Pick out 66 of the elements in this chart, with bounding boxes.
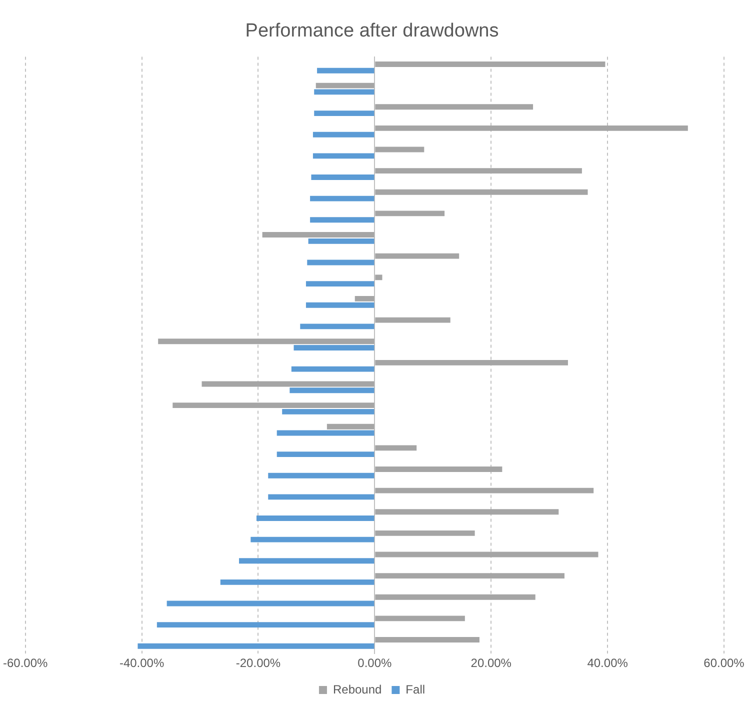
bar xyxy=(158,338,374,344)
bar xyxy=(156,622,374,628)
bar xyxy=(375,488,594,494)
bar xyxy=(291,366,374,372)
bar xyxy=(308,238,374,244)
bar xyxy=(375,637,480,642)
bar xyxy=(250,536,374,542)
x-tick-label: 60.00% xyxy=(704,656,745,670)
legend-label: Rebound xyxy=(332,682,382,696)
bar xyxy=(256,516,374,521)
bar xyxy=(310,217,374,223)
bar xyxy=(375,168,582,174)
bar xyxy=(166,600,374,606)
x-tick-label: -60.00% xyxy=(2,656,48,670)
bar xyxy=(314,89,374,95)
bar xyxy=(290,388,374,394)
bar xyxy=(268,494,374,500)
x-tick-label: 20.00% xyxy=(470,656,512,670)
legend-label: Fall xyxy=(406,682,426,696)
bar xyxy=(312,132,374,138)
bar xyxy=(375,552,598,558)
bar xyxy=(306,281,374,287)
bar xyxy=(239,558,374,564)
bar xyxy=(375,253,460,259)
bar xyxy=(282,408,374,414)
bar xyxy=(262,232,374,238)
bar xyxy=(316,82,374,88)
bar xyxy=(138,643,374,649)
bar xyxy=(307,260,374,266)
bar xyxy=(375,509,559,515)
bar xyxy=(314,110,374,116)
bar xyxy=(375,573,564,579)
bar xyxy=(375,616,465,622)
bar xyxy=(375,189,588,195)
x-tick-label: -20.00% xyxy=(236,656,281,670)
bar xyxy=(276,452,374,458)
bar xyxy=(375,146,424,152)
bar xyxy=(172,402,374,408)
bar xyxy=(375,445,417,451)
x-tick-label: -40.00% xyxy=(119,656,164,670)
bar xyxy=(354,296,374,302)
bar xyxy=(306,302,374,308)
bar xyxy=(276,430,374,436)
bar xyxy=(375,274,382,280)
bar xyxy=(326,424,374,430)
bar xyxy=(375,360,568,366)
bar xyxy=(375,466,502,472)
bar xyxy=(375,125,688,131)
bar xyxy=(375,317,450,323)
bar xyxy=(375,104,534,110)
bar xyxy=(375,62,606,67)
bar xyxy=(310,196,374,202)
bar xyxy=(375,530,475,536)
bar xyxy=(312,153,374,159)
bar xyxy=(311,174,374,180)
bar xyxy=(375,594,536,600)
bar xyxy=(300,324,374,330)
bar xyxy=(375,210,445,216)
bar xyxy=(220,579,374,585)
bar xyxy=(317,68,374,74)
bar xyxy=(294,345,374,350)
bar xyxy=(268,472,374,478)
chart-title: Performance after drawdowns xyxy=(245,20,499,42)
x-tick-label: 0.00% xyxy=(358,656,392,670)
bar xyxy=(202,381,374,387)
x-tick-label: 40.00% xyxy=(587,656,628,670)
